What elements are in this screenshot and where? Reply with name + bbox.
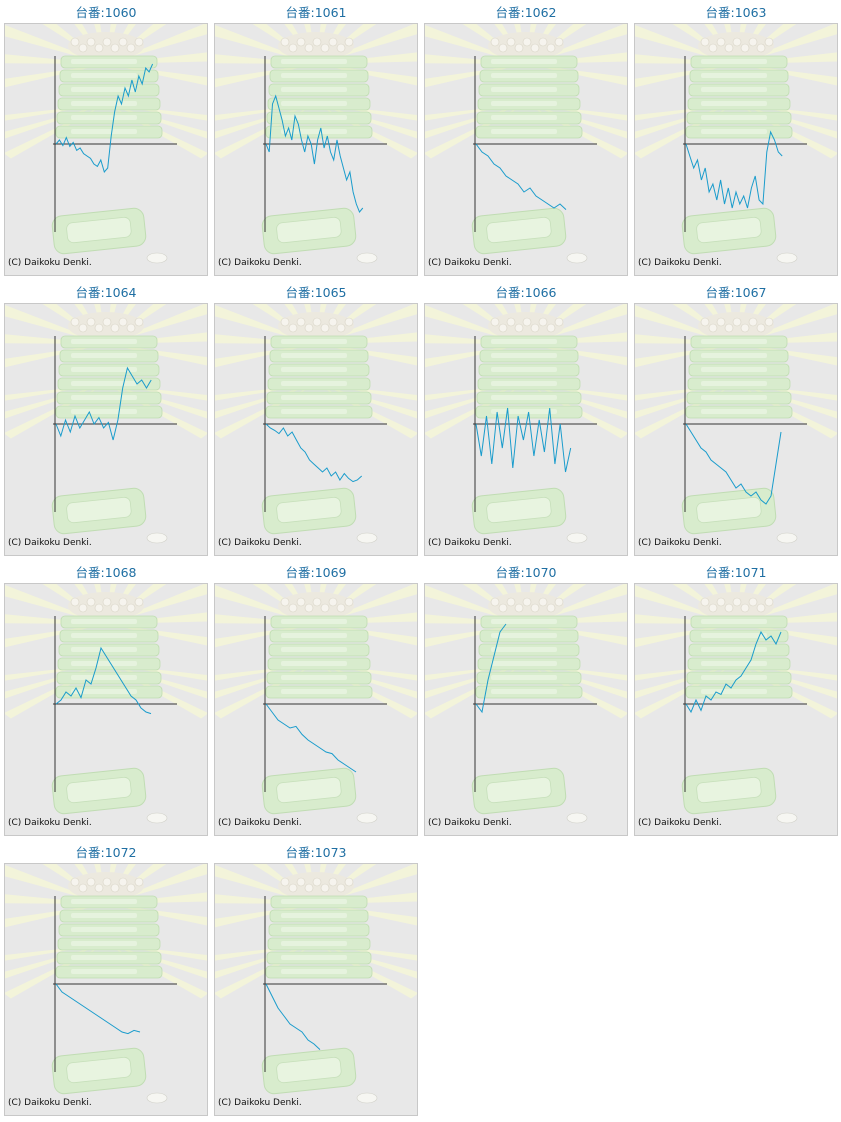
graph-panel: (C) Daikoku Denki. bbox=[214, 23, 418, 276]
payout-series-line bbox=[265, 703, 357, 773]
machine-card: 台番:1061 (C) Daikoku Denki. bbox=[214, 0, 418, 276]
machine-card: 台番:1067 (C) Daikoku Denki. bbox=[634, 280, 838, 556]
payout-series-line bbox=[55, 366, 152, 441]
machine-card: 台番:1069 (C) Daikoku Denki. bbox=[214, 560, 418, 836]
graph-panel: (C) Daikoku Denki. bbox=[214, 583, 418, 836]
graph-panel: (C) Daikoku Denki. bbox=[634, 303, 838, 556]
graph-panel: (C) Daikoku Denki. bbox=[214, 303, 418, 556]
machine-background-illustration bbox=[425, 24, 627, 264]
graph-panel: (C) Daikoku Denki. bbox=[4, 863, 208, 1116]
payout-series-line bbox=[475, 407, 572, 473]
payout-series-line bbox=[55, 646, 152, 715]
machine-number-link[interactable]: 台番:1066 bbox=[495, 285, 557, 300]
payout-graph bbox=[425, 24, 627, 264]
graph-panel: (C) Daikoku Denki. bbox=[214, 863, 418, 1116]
copyright-text: (C) Daikoku Denki. bbox=[8, 1098, 92, 1108]
payout-graph bbox=[425, 304, 627, 544]
payout-graph bbox=[5, 864, 207, 1104]
copyright-text: (C) Daikoku Denki. bbox=[8, 258, 92, 268]
machine-number-link[interactable]: 台番:1067 bbox=[705, 285, 767, 300]
machine-card: 台番:1073 (C) Daikoku Denki. bbox=[214, 840, 418, 1116]
payout-series-line bbox=[265, 94, 364, 213]
payout-graph bbox=[215, 584, 417, 824]
payout-series-line bbox=[685, 630, 782, 714]
machine-number-link[interactable]: 台番:1063 bbox=[705, 5, 767, 20]
machine-card: 台番:1064 (C) Daikoku Denki. bbox=[4, 280, 208, 556]
machine-card: 台番:1072 (C) Daikoku Denki. bbox=[4, 840, 208, 1116]
machine-card: 台番:1071 (C) Daikoku Denki. bbox=[634, 560, 838, 836]
payout-series-line bbox=[685, 130, 783, 209]
copyright-text: (C) Daikoku Denki. bbox=[8, 818, 92, 828]
machine-card: 台番:1060 (C) Daikoku Denki. bbox=[4, 0, 208, 276]
copyright-text: (C) Daikoku Denki. bbox=[638, 818, 722, 828]
machine-background-illustration bbox=[215, 24, 417, 264]
graph-panel: (C) Daikoku Denki. bbox=[4, 303, 208, 556]
machine-card: 台番:1070 (C) Daikoku Denki. bbox=[424, 560, 628, 836]
copyright-text: (C) Daikoku Denki. bbox=[428, 538, 512, 548]
payout-series-line bbox=[55, 983, 141, 1035]
machine-number-link[interactable]: 台番:1064 bbox=[75, 285, 137, 300]
graph-panel: (C) Daikoku Denki. bbox=[424, 303, 628, 556]
payout-graph bbox=[5, 24, 207, 264]
payout-graph bbox=[215, 864, 417, 1104]
payout-series-line bbox=[685, 423, 782, 505]
copyright-text: (C) Daikoku Denki. bbox=[638, 258, 722, 268]
payout-graph bbox=[215, 24, 417, 264]
machine-number-link[interactable]: 台番:1071 bbox=[705, 565, 767, 580]
payout-graph bbox=[5, 304, 207, 544]
payout-series-line bbox=[265, 983, 321, 1050]
copyright-text: (C) Daikoku Denki. bbox=[218, 538, 302, 548]
graph-panel: (C) Daikoku Denki. bbox=[424, 583, 628, 836]
machine-number-link[interactable]: 台番:1069 bbox=[285, 565, 347, 580]
machine-card: 台番:1063 (C) Daikoku Denki. bbox=[634, 0, 838, 276]
copyright-text: (C) Daikoku Denki. bbox=[638, 538, 722, 548]
machine-number-link[interactable]: 台番:1060 bbox=[75, 5, 137, 20]
payout-graph bbox=[5, 584, 207, 824]
copyright-text: (C) Daikoku Denki. bbox=[218, 1098, 302, 1108]
payout-series-line bbox=[475, 623, 507, 714]
copyright-text: (C) Daikoku Denki. bbox=[218, 818, 302, 828]
machine-card: 台番:1065 (C) Daikoku Denki. bbox=[214, 280, 418, 556]
machine-background-illustration bbox=[5, 24, 207, 264]
machine-card: 台番:1062 (C) Daikoku Denki. bbox=[424, 0, 628, 276]
payout-graph bbox=[425, 584, 627, 824]
copyright-text: (C) Daikoku Denki. bbox=[428, 818, 512, 828]
payout-series-line bbox=[265, 423, 363, 483]
payout-graph bbox=[215, 304, 417, 544]
machine-number-link[interactable]: 台番:1070 bbox=[495, 565, 557, 580]
machine-number-link[interactable]: 台番:1062 bbox=[495, 5, 557, 20]
payout-series-line bbox=[475, 143, 567, 210]
graph-panel: (C) Daikoku Denki. bbox=[4, 23, 208, 276]
payout-series-line bbox=[55, 63, 154, 174]
copyright-text: (C) Daikoku Denki. bbox=[218, 258, 302, 268]
machine-number-link[interactable]: 台番:1068 bbox=[75, 565, 137, 580]
machine-number-link[interactable]: 台番:1073 bbox=[285, 845, 347, 860]
machine-card: 台番:1066 (C) Daikoku Denki. bbox=[424, 280, 628, 556]
payout-graph bbox=[635, 24, 837, 264]
graph-panel: (C) Daikoku Denki. bbox=[424, 23, 628, 276]
machine-number-link[interactable]: 台番:1061 bbox=[285, 5, 347, 20]
graph-panel: (C) Daikoku Denki. bbox=[634, 23, 838, 276]
machine-number-link[interactable]: 台番:1065 bbox=[285, 285, 347, 300]
machine-background-illustration bbox=[635, 24, 837, 264]
copyright-text: (C) Daikoku Denki. bbox=[428, 258, 512, 268]
machine-number-link[interactable]: 台番:1072 bbox=[75, 845, 137, 860]
machine-background-illustration bbox=[5, 304, 207, 544]
graph-panel: (C) Daikoku Denki. bbox=[634, 583, 838, 836]
copyright-text: (C) Daikoku Denki. bbox=[8, 538, 92, 548]
payout-graph bbox=[635, 304, 837, 544]
graph-panel: (C) Daikoku Denki. bbox=[4, 583, 208, 836]
machine-card: 台番:1068 (C) Daikoku Denki. bbox=[4, 560, 208, 836]
payout-graph bbox=[635, 584, 837, 824]
